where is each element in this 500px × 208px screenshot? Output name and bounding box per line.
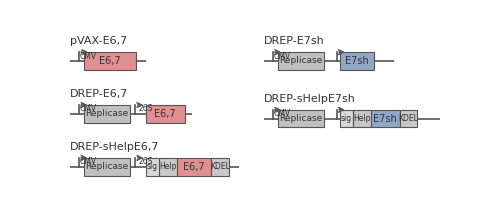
Text: DREP-sHelpE6,7: DREP-sHelpE6,7 [70,142,160,152]
Text: KDEL: KDEL [398,114,418,123]
Text: Replicase: Replicase [279,114,322,123]
Text: E6,7: E6,7 [99,56,121,66]
Bar [146,158,159,176]
Bar [352,110,370,128]
Text: DREP-E6,7: DREP-E6,7 [70,89,128,99]
Bar [370,110,400,128]
Bar [84,158,130,176]
Bar [146,105,184,123]
Bar [340,52,374,70]
Text: 26S: 26S [138,157,152,166]
Text: KDEL: KDEL [210,162,230,171]
Bar [340,110,352,128]
Text: E6,7: E6,7 [154,109,176,119]
Text: Replicase: Replicase [279,57,322,66]
Bar [211,158,228,176]
Bar [84,52,136,70]
Text: E7sh: E7sh [345,56,369,66]
Text: CMV: CMV [80,157,97,166]
Text: Replicase: Replicase [86,109,128,118]
Bar [84,105,130,123]
Text: E6,7: E6,7 [183,162,204,172]
Bar [400,110,417,128]
Text: Replicase: Replicase [86,162,128,171]
Text: E7sh: E7sh [373,114,397,124]
Text: sig: sig [340,114,351,123]
Bar [278,110,324,128]
Text: sig: sig [147,162,158,171]
Bar [177,158,211,176]
Text: CMV: CMV [274,109,291,118]
Text: pVAX-E6,7: pVAX-E6,7 [70,36,128,46]
Text: Help: Help [353,114,370,123]
Text: CMV: CMV [274,52,291,61]
Bar [278,52,324,70]
Bar [159,158,177,176]
Text: Help: Help [159,162,176,171]
Text: CMV: CMV [80,52,97,61]
Text: 26S: 26S [138,104,152,113]
Text: DREP-sHelpE7sh: DREP-sHelpE7sh [264,94,356,104]
Text: CMV: CMV [80,104,97,113]
Text: DREP-E7sh: DREP-E7sh [264,36,325,46]
